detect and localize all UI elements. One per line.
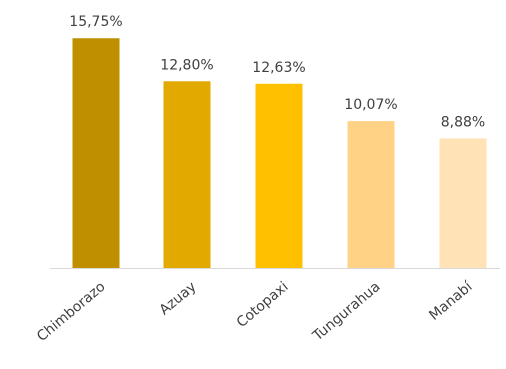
x-tick-label-chimborazo: Chimborazo [34,279,109,345]
data-label-tungurahua: 10,07% [344,97,397,113]
data-label-azuay: 12,80% [160,57,213,73]
bar-chimborazo [72,38,120,269]
category-labels-group: Chimborazo Azuay Cotopaxi Tungurahua Manabí [34,278,476,345]
value-labels-group: 15,75% 12,80% 12,63% 10,07% 8,88% [69,14,485,130]
x-tick-label-cotopaxi: Cotopaxi [234,279,292,331]
bar-manabí [439,138,487,268]
x-tick-label-manabí: Manabí [426,278,476,324]
data-label-chimborazo: 15,75% [69,14,122,30]
bars-group [72,38,487,269]
bar-tungurahua [347,121,395,269]
bar-azuay [163,81,211,268]
data-label-cotopaxi: 12,63% [252,60,305,76]
x-tick-label-tungurahua: Tungurahua [309,279,383,345]
x-tick-label-azuay: Azuay [157,279,200,319]
data-label-manabí: 8,88% [441,114,485,130]
bar-cotopaxi [255,83,303,269]
